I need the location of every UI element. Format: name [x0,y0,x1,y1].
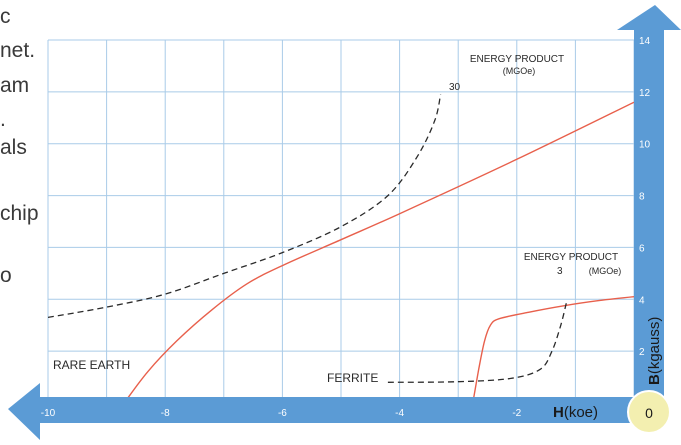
ep3-title: ENERGY PRODUCT [524,252,618,263]
side-text-line: als [0,136,27,159]
ep3-unit: (MGOe) [589,266,622,276]
origin-circle [627,390,671,434]
energy-product-3-curve [387,301,568,383]
y-tick-label: 12 [639,88,651,99]
origin-label: 0 [645,405,653,421]
y-tick-label: 6 [639,243,645,254]
series-layer [48,94,634,403]
ferrite-label: FERRITE [327,371,378,385]
x-axis-band [8,383,664,440]
x-tick-label: -10 [41,408,56,419]
rare-earth-label: RARE EARTH [53,358,130,372]
side-text-line: net. [0,39,36,62]
side-text-line: c [0,5,11,28]
ep30-title: ENERGY PRODUCT [470,54,564,65]
y-axis-label: B(kgauss) [646,317,663,385]
grid [47,39,635,404]
x-axis-label-letter: H [553,404,564,421]
y-axis-label-letter: B [646,374,663,385]
ferrite-curve [472,296,634,403]
side-text-line: . [0,108,6,131]
ep30-value: 30 [449,82,461,93]
x-axis-label-unit: (koe) [564,404,598,421]
side-text-line: o [0,264,12,287]
x-axis-label: H(koe) [553,404,598,421]
rare-earth-curve [123,101,634,403]
x-tick-label: -4 [395,408,404,419]
ep3-value: 3 [557,266,563,277]
x-tick-label: -2 [512,408,521,419]
y-tick-label: 10 [639,140,651,151]
y-tick-label: 4 [639,295,645,306]
y-axis-band [617,5,681,403]
energy-product-30-curve [48,94,442,319]
axes [8,5,681,440]
side-text-line: am [0,74,30,97]
labels: -10 -8 -6 -4 -2 2 4 6 8 10 12 14 0 H(koe) B(kgauss) RAR… [41,36,663,421]
y-tick-label: 8 [639,192,645,203]
y-tick-label: 14 [639,36,651,47]
x-tick-label: -8 [161,408,170,419]
x-tick-label: -6 [278,408,287,419]
y-axis-label-unit: (kgauss) [646,317,663,375]
side-text-line: chip [0,202,39,225]
y-tick-label: 2 [639,347,645,358]
ep30-unit: (MGOe) [503,66,536,76]
